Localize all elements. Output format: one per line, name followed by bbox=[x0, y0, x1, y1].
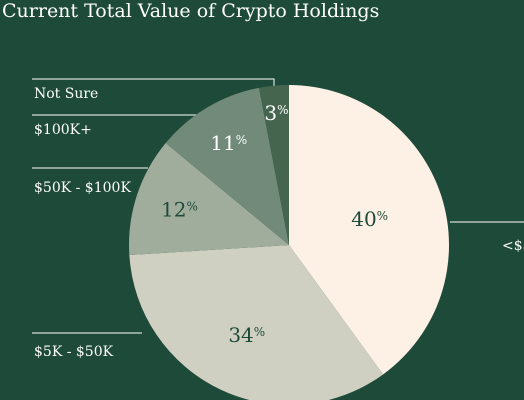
pie-slice bbox=[259, 85, 289, 245]
pie-slice bbox=[129, 245, 384, 400]
category-label: Not Sure bbox=[34, 86, 98, 102]
slice-value-labels: 40% 34% 12% 11% 3% bbox=[161, 101, 388, 347]
chart-title: Current Total Value of Crypto Holdings bbox=[2, 0, 380, 22]
category-labels: <$5K $5K - $50K $50K - $100K $100K+ Not Sure bbox=[34, 86, 524, 360]
pie-slice bbox=[289, 85, 450, 375]
slice-value-label: 34% bbox=[228, 323, 265, 347]
slice-value-label: 40% bbox=[351, 207, 388, 231]
slice-value-label: 11% bbox=[210, 131, 247, 155]
category-label: $100K+ bbox=[34, 122, 92, 138]
pie-slice bbox=[129, 143, 289, 256]
slice-value-label: 3% bbox=[264, 101, 288, 125]
slice-value-label: 12% bbox=[161, 197, 198, 221]
category-label: $5K - $50K bbox=[34, 344, 114, 360]
category-label: $50K - $100K bbox=[34, 180, 131, 196]
category-label: <$5K bbox=[502, 238, 524, 254]
pie-slices bbox=[129, 85, 450, 400]
pie-slice bbox=[165, 87, 289, 245]
